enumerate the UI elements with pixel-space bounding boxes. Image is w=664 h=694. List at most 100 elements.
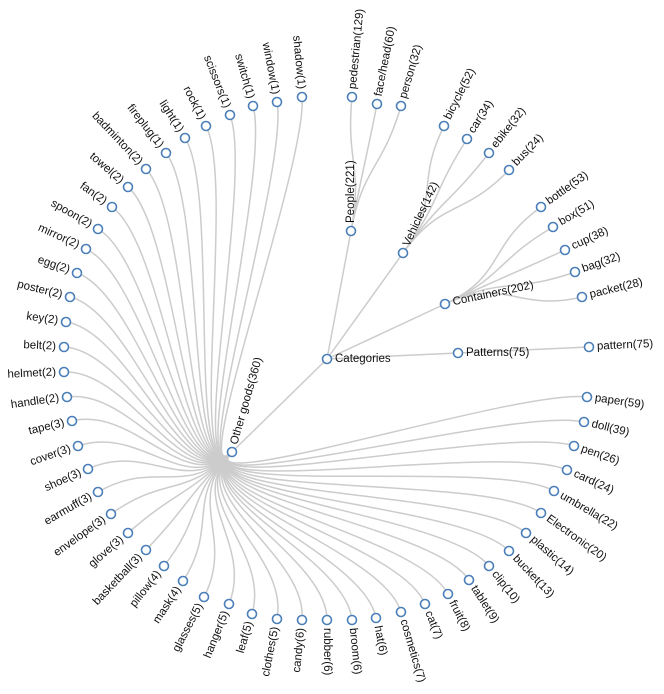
leaf-node-doll[interactable]: doll(39) xyxy=(578,416,631,439)
node-circle[interactable] xyxy=(463,574,475,586)
node-circle[interactable] xyxy=(106,201,118,213)
leaf-node-car[interactable]: car(34) xyxy=(461,98,497,145)
leaf-node-cup[interactable]: cup(38) xyxy=(559,225,611,256)
node-circle[interactable] xyxy=(559,244,571,256)
node-circle[interactable] xyxy=(179,132,191,144)
node-circle[interactable] xyxy=(71,267,83,279)
node-circle[interactable] xyxy=(535,201,547,213)
node-circle[interactable] xyxy=(452,347,464,359)
leaf-node-packet[interactable]: packet(28) xyxy=(576,276,645,303)
node-circle[interactable] xyxy=(158,560,170,572)
node-circle[interactable] xyxy=(226,446,238,458)
node-circle[interactable] xyxy=(122,527,134,539)
node-circle[interactable] xyxy=(224,109,236,121)
node-circle[interactable] xyxy=(345,225,357,237)
node-circle[interactable] xyxy=(461,133,473,145)
leaf-node-broom[interactable]: broom(6) xyxy=(346,614,363,676)
root-node-categories[interactable]: Categories xyxy=(321,353,391,365)
node-circle[interactable] xyxy=(271,96,283,108)
node-circle[interactable] xyxy=(61,391,73,403)
leaf-node-fan[interactable]: fan(2) xyxy=(77,180,118,213)
node-circle[interactable] xyxy=(140,163,152,175)
node-circle[interactable] xyxy=(503,164,515,176)
leaf-node-cat[interactable]: cat(7) xyxy=(419,598,445,642)
node-circle[interactable] xyxy=(271,613,283,625)
node-circle[interactable] xyxy=(321,353,333,365)
leaf-node-cosmetics[interactable]: cosmetics(7) xyxy=(395,606,428,685)
leaf-node-pedestrian[interactable]: pedestrian(129) xyxy=(346,8,367,103)
leaf-node-bus[interactable]: bus(24) xyxy=(503,132,547,176)
leaf-node-rock[interactable]: rock(1) xyxy=(181,84,212,132)
leaf-node-pen[interactable]: pen(26) xyxy=(568,440,622,468)
node-circle[interactable] xyxy=(246,608,258,620)
node-circle[interactable] xyxy=(64,291,76,303)
node-circle[interactable] xyxy=(160,147,172,159)
group-node-vehicles[interactable]: Vehicles(142) xyxy=(397,180,442,259)
node-circle[interactable] xyxy=(92,223,104,235)
node-circle[interactable] xyxy=(419,598,431,610)
group-node-other-goods[interactable]: Other goods(360) xyxy=(226,356,265,458)
node-circle[interactable] xyxy=(535,507,547,519)
node-circle[interactable] xyxy=(58,341,70,353)
leaf-node-rubber[interactable]: rubber(6) xyxy=(321,614,333,676)
node-circle[interactable] xyxy=(247,100,259,112)
node-circle[interactable] xyxy=(503,545,515,557)
leaf-node-helmet[interactable]: helmet(2) xyxy=(7,366,70,381)
leaf-node-tape[interactable]: tape(3) xyxy=(27,415,78,438)
node-circle[interactable] xyxy=(548,485,560,497)
leaf-node-shadow[interactable]: shadow(1) xyxy=(290,35,308,103)
leaf-node-shoe[interactable]: shoe(3) xyxy=(43,463,94,495)
node-circle[interactable] xyxy=(296,614,308,626)
node-circle[interactable] xyxy=(223,598,235,610)
group-node-people[interactable]: People(221) xyxy=(345,160,357,237)
node-circle[interactable] xyxy=(439,298,451,310)
node-circle[interactable] xyxy=(80,243,92,255)
leaf-node-belt[interactable]: belt(2) xyxy=(23,339,70,353)
leaf-node-light[interactable]: light(1) xyxy=(157,98,191,144)
node-circle[interactable] xyxy=(442,588,454,600)
node-circle[interactable] xyxy=(581,391,593,403)
node-circle[interactable] xyxy=(438,120,450,132)
node-circle[interactable] xyxy=(58,366,70,378)
node-circle[interactable] xyxy=(105,508,117,520)
leaf-node-switch[interactable]: switch(1) xyxy=(232,52,259,112)
node-circle[interactable] xyxy=(60,316,72,328)
node-circle[interactable] xyxy=(395,606,407,618)
leaf-node-key[interactable]: key(2) xyxy=(26,310,72,328)
node-circle[interactable] xyxy=(200,120,212,132)
node-circle[interactable] xyxy=(72,440,84,452)
node-circle[interactable] xyxy=(346,614,358,626)
leaf-node-person[interactable]: person(32) xyxy=(395,43,425,112)
node-circle[interactable] xyxy=(198,591,210,603)
leaf-node-clip[interactable]: clip(10) xyxy=(483,560,522,606)
node-circle[interactable] xyxy=(92,486,104,498)
node-circle[interactable] xyxy=(483,147,495,159)
leaf-node-egg[interactable]: egg(2) xyxy=(36,254,83,279)
node-circle[interactable] xyxy=(569,266,581,278)
node-circle[interactable] xyxy=(395,100,407,112)
node-circle[interactable] xyxy=(370,612,382,624)
leaf-node-candy[interactable]: candy(6) xyxy=(291,614,308,674)
leaf-node-face-head[interactable]: face/head(60) xyxy=(371,25,399,110)
node-circle[interactable] xyxy=(483,560,495,572)
node-circle[interactable] xyxy=(140,544,152,556)
node-circle[interactable] xyxy=(346,91,358,103)
node-circle[interactable] xyxy=(520,527,532,539)
group-node-patterns[interactable]: Patterns(75) xyxy=(452,347,530,359)
leaf-node-handle[interactable]: handle(2) xyxy=(10,391,73,411)
node-circle[interactable] xyxy=(371,98,383,110)
leaf-node-bag[interactable]: bag(32) xyxy=(569,251,623,278)
leaf-node-card[interactable]: card(24) xyxy=(561,464,616,497)
node-circle[interactable] xyxy=(321,614,333,626)
leaf-node-clothes[interactable]: clothes(5) xyxy=(260,613,283,678)
node-circle[interactable] xyxy=(296,91,308,103)
leaf-node-scissors[interactable]: scissors(1) xyxy=(201,54,236,121)
node-circle[interactable] xyxy=(66,415,78,427)
leaf-node-window[interactable]: window(1) xyxy=(259,41,283,108)
leaf-node-hanger[interactable]: hanger(5) xyxy=(202,598,235,660)
leaf-node-hat[interactable]: hat(6) xyxy=(370,612,389,657)
node-circle[interactable] xyxy=(397,247,409,259)
leaf-node-towel[interactable]: towel(2) xyxy=(87,151,134,193)
node-circle[interactable] xyxy=(578,416,590,428)
node-circle[interactable] xyxy=(576,291,588,303)
